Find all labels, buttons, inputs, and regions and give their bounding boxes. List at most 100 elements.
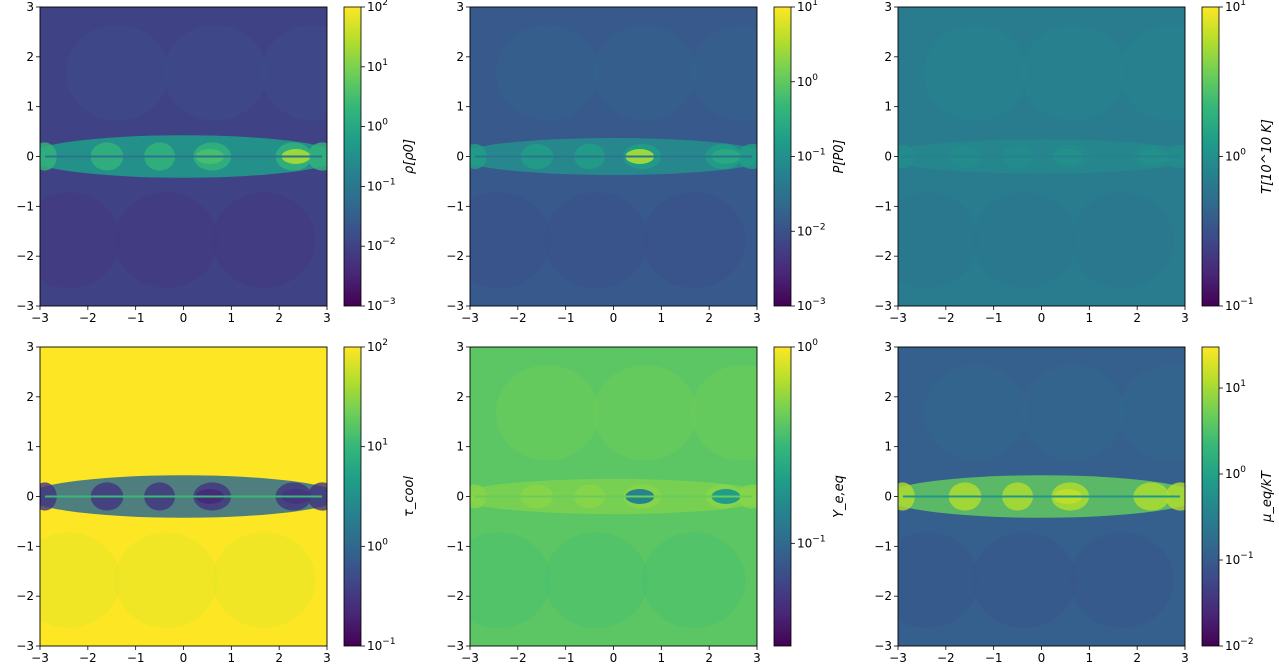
x-tick-label: −1 <box>985 311 1003 325</box>
colorbar-tick-label: 10−1 <box>367 177 396 193</box>
background-patch <box>593 24 697 121</box>
colorbar <box>1201 346 1220 647</box>
x-tick-label: 0 <box>180 311 188 325</box>
y-tick-label: 3 <box>456 340 464 354</box>
x-tick-label: 1 <box>658 651 666 665</box>
colorbar-tick-label: 10−2 <box>797 222 826 238</box>
x-tick-label: 3 <box>323 651 331 665</box>
y-tick-label: 2 <box>456 390 464 404</box>
y-tick-label: 1 <box>884 100 892 114</box>
y-tick-label: 3 <box>884 0 892 14</box>
y-tick-label: −2 <box>16 249 34 263</box>
x-tick-label: −2 <box>937 311 955 325</box>
x-tick-label: 2 <box>705 651 713 665</box>
background-patch <box>114 192 218 289</box>
colorbar <box>773 346 792 647</box>
background-patch <box>1119 24 1185 121</box>
colorbar-tick-label: 10−1 <box>797 148 826 164</box>
y-tick-label: 0 <box>456 490 464 504</box>
background-patch <box>691 364 757 461</box>
x-tick-label: −3 <box>31 651 49 665</box>
panel-3: −3 −2 −1 0 1 2 3 −3 −2 −1 0 1 2 3 101 100 10−1 T[10^10 K] <box>874 0 1275 325</box>
colorbar <box>343 6 362 307</box>
x-tick-label: 1 <box>1086 311 1094 325</box>
colorbar-tick-label: 101 <box>367 58 388 74</box>
x-tick-label: 2 <box>1133 651 1141 665</box>
y-tick-label: −1 <box>16 539 34 553</box>
x-tick-label: −3 <box>889 651 907 665</box>
background-patch <box>972 192 1076 289</box>
background-patch <box>593 364 697 461</box>
y-tick-label: −1 <box>874 539 892 553</box>
colorbar-tick-label: 10−2 <box>1225 637 1254 653</box>
background-patch <box>65 364 170 461</box>
y-tick-label: −1 <box>446 539 464 553</box>
background-patch <box>65 24 170 121</box>
y-tick-label: 1 <box>456 440 464 454</box>
y-tick-label: −1 <box>446 199 464 213</box>
colorbar <box>1201 6 1220 307</box>
background-patch <box>691 24 757 121</box>
background-patch <box>1070 192 1174 289</box>
background-patch <box>642 192 746 289</box>
colorbar-tick-label: 101 <box>1225 379 1246 395</box>
background-patch <box>212 192 316 289</box>
y-tick-label: −3 <box>874 299 892 313</box>
x-tick-label: 0 <box>180 651 188 665</box>
panel-6: −3 −2 −1 0 1 2 3 −3 −2 −1 0 1 2 3 101 100 10−1 10−2 μ_eq/k… <box>874 340 1275 665</box>
background-patch <box>40 532 121 629</box>
background-patch <box>212 532 316 629</box>
heatmap-field <box>898 347 1185 646</box>
background-patch <box>642 532 746 629</box>
colorbar-tick-label: 100 <box>1225 148 1246 164</box>
panel-5: −3 −2 −1 0 1 2 3 −3 −2 −1 0 1 2 3 100 10−1 Y_e,eq <box>446 338 847 665</box>
y-tick-label: −3 <box>446 299 464 313</box>
y-tick-label: 2 <box>884 50 892 64</box>
y-tick-label: 3 <box>26 340 34 354</box>
x-tick-label: −2 <box>79 311 97 325</box>
y-tick-label: −2 <box>874 249 892 263</box>
colorbar-tick-label: 100 <box>1225 465 1246 481</box>
y-tick-label: 0 <box>884 150 892 164</box>
x-tick-label: 3 <box>1181 311 1189 325</box>
background-patch <box>923 24 1028 121</box>
background-patch <box>495 24 600 121</box>
colorbar <box>343 346 362 647</box>
colorbar-tick-label: 100 <box>797 73 818 89</box>
x-tick-label: 0 <box>610 651 618 665</box>
y-tick-label: 2 <box>884 390 892 404</box>
colorbar-tick-label: 10−1 <box>1225 297 1254 313</box>
colorbar-tick-label: 10−2 <box>367 237 396 253</box>
background-patch <box>1021 24 1125 121</box>
x-tick-label: 1 <box>228 651 236 665</box>
colorbar-tick-label: 102 <box>367 338 388 354</box>
y-tick-label: 1 <box>26 440 34 454</box>
colorbar-tick-label: 101 <box>797 0 818 14</box>
colorbar-tick-label: 100 <box>367 537 388 553</box>
x-tick-label: −2 <box>937 651 955 665</box>
heatmap-field <box>470 7 757 306</box>
background-patch <box>1119 364 1185 461</box>
background-patch <box>495 364 600 461</box>
colorbar-label: Y_e,eq <box>832 475 847 518</box>
heatmap-field <box>40 7 327 306</box>
background-patch <box>114 532 218 629</box>
y-tick-label: 0 <box>26 150 34 164</box>
heatmap-field <box>40 347 327 646</box>
background-patch <box>163 24 267 121</box>
background-patch <box>1070 532 1174 629</box>
colorbar-tick-label: 100 <box>797 338 818 354</box>
x-tick-label: −1 <box>127 311 145 325</box>
background-patch <box>544 192 648 289</box>
x-tick-label: −2 <box>509 311 527 325</box>
y-tick-label: 1 <box>456 100 464 114</box>
background-patch <box>470 532 551 629</box>
x-tick-label: 3 <box>753 311 761 325</box>
background-patch <box>972 532 1076 629</box>
background-patch <box>470 192 551 289</box>
colorbar-tick-label: 10−1 <box>367 637 396 653</box>
colorbar-tick-label: 10−3 <box>367 297 396 313</box>
background-patch <box>163 364 267 461</box>
y-tick-label: 0 <box>26 490 34 504</box>
